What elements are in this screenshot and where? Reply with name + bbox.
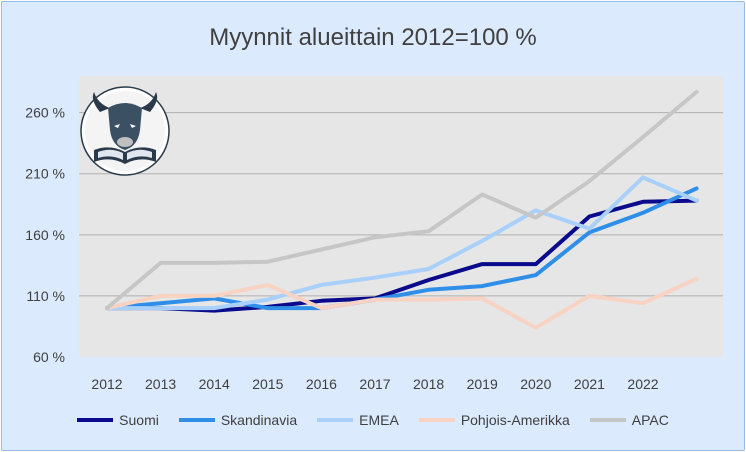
- legend-label: Skandinavia: [220, 412, 298, 428]
- plot-area: [79, 76, 723, 357]
- legend-label: EMEA: [359, 412, 399, 428]
- x-tick-label: 2017: [359, 376, 390, 392]
- series-line-skandinavia: [105, 186, 699, 311]
- legend-label: APAC: [631, 412, 669, 428]
- legend-item: Suomi: [77, 412, 159, 428]
- bull-logo-icon: [80, 86, 170, 176]
- legend-item: APAC: [589, 412, 669, 428]
- y-tick-label: 110 %: [26, 288, 65, 304]
- x-tick-label: 2013: [145, 376, 176, 392]
- y-tick-label: 260 %: [25, 105, 65, 121]
- y-tick-label: 60 %: [33, 349, 65, 365]
- legend-swatch: [589, 418, 626, 422]
- y-tick-label: 160 %: [25, 227, 65, 243]
- x-tick-label: 2018: [413, 376, 444, 392]
- x-tick-label: 2016: [306, 376, 337, 392]
- x-tick-label: 2015: [252, 376, 283, 392]
- chart-title: Myynnit alueittain 2012=100 %: [209, 24, 537, 51]
- legend-swatch: [77, 418, 114, 422]
- x-tick-label: 2012: [91, 376, 122, 392]
- y-tick-label: 210 %: [25, 166, 65, 182]
- x-tick-label: 2019: [467, 376, 498, 392]
- chart-legend: Suomi Skandinavia EMEA Pohjois-Amerikka APAC: [2, 412, 744, 428]
- legend-item: Skandinavia: [178, 412, 298, 428]
- legend-item: Pohjois-Amerikka: [418, 412, 570, 428]
- x-tick-label: 2021: [574, 376, 605, 392]
- legend-swatch: [178, 418, 215, 422]
- series-line-apac: [105, 89, 699, 311]
- legend-swatch: [317, 418, 354, 422]
- x-tick-label: 2022: [627, 376, 658, 392]
- x-tick-label: 2014: [199, 376, 230, 392]
- series-line-suomi: [105, 198, 699, 313]
- series-line-pohjois-amerikka: [105, 276, 699, 330]
- legend-swatch: [418, 418, 455, 422]
- legend-label: Suomi: [119, 412, 159, 428]
- legend-label: Pohjois-Amerikka: [460, 412, 570, 428]
- x-tick-label: 2020: [520, 376, 551, 392]
- legend-item: EMEA: [317, 412, 399, 428]
- series-line-emea: [105, 175, 699, 311]
